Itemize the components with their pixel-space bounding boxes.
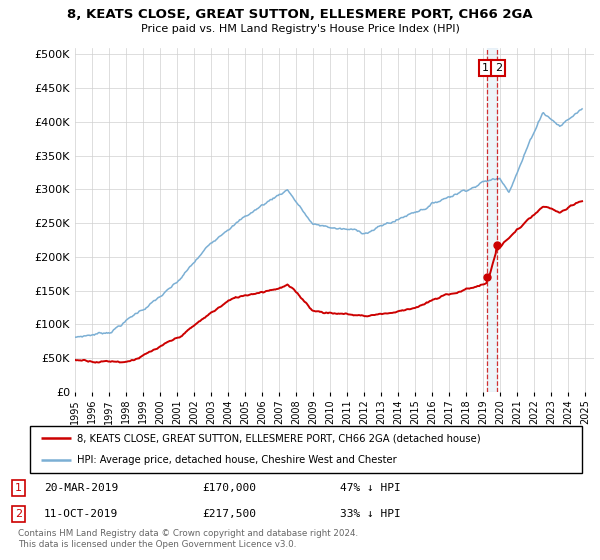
Text: 33% ↓ HPI: 33% ↓ HPI	[340, 509, 401, 519]
Text: 8, KEATS CLOSE, GREAT SUTTON, ELLESMERE PORT, CH66 2GA: 8, KEATS CLOSE, GREAT SUTTON, ELLESMERE …	[67, 8, 533, 21]
Text: 1: 1	[15, 483, 22, 493]
Text: 11-OCT-2019: 11-OCT-2019	[44, 509, 118, 519]
Text: 20-MAR-2019: 20-MAR-2019	[44, 483, 118, 493]
Text: 47% ↓ HPI: 47% ↓ HPI	[340, 483, 401, 493]
Text: £217,500: £217,500	[202, 509, 256, 519]
Text: Contains HM Land Registry data © Crown copyright and database right 2024.
This d: Contains HM Land Registry data © Crown c…	[18, 529, 358, 549]
Text: 8, KEATS CLOSE, GREAT SUTTON, ELLESMERE PORT, CH66 2GA (detached house): 8, KEATS CLOSE, GREAT SUTTON, ELLESMERE …	[77, 433, 481, 444]
Text: 2: 2	[15, 509, 22, 519]
Text: HPI: Average price, detached house, Cheshire West and Chester: HPI: Average price, detached house, Ches…	[77, 455, 397, 465]
Text: 1: 1	[482, 63, 489, 73]
Bar	[487, 48, 497, 392]
Text: Price paid vs. HM Land Registry's House Price Index (HPI): Price paid vs. HM Land Registry's House …	[140, 24, 460, 34]
Text: £170,000: £170,000	[202, 483, 256, 493]
Text: 2: 2	[495, 63, 502, 73]
